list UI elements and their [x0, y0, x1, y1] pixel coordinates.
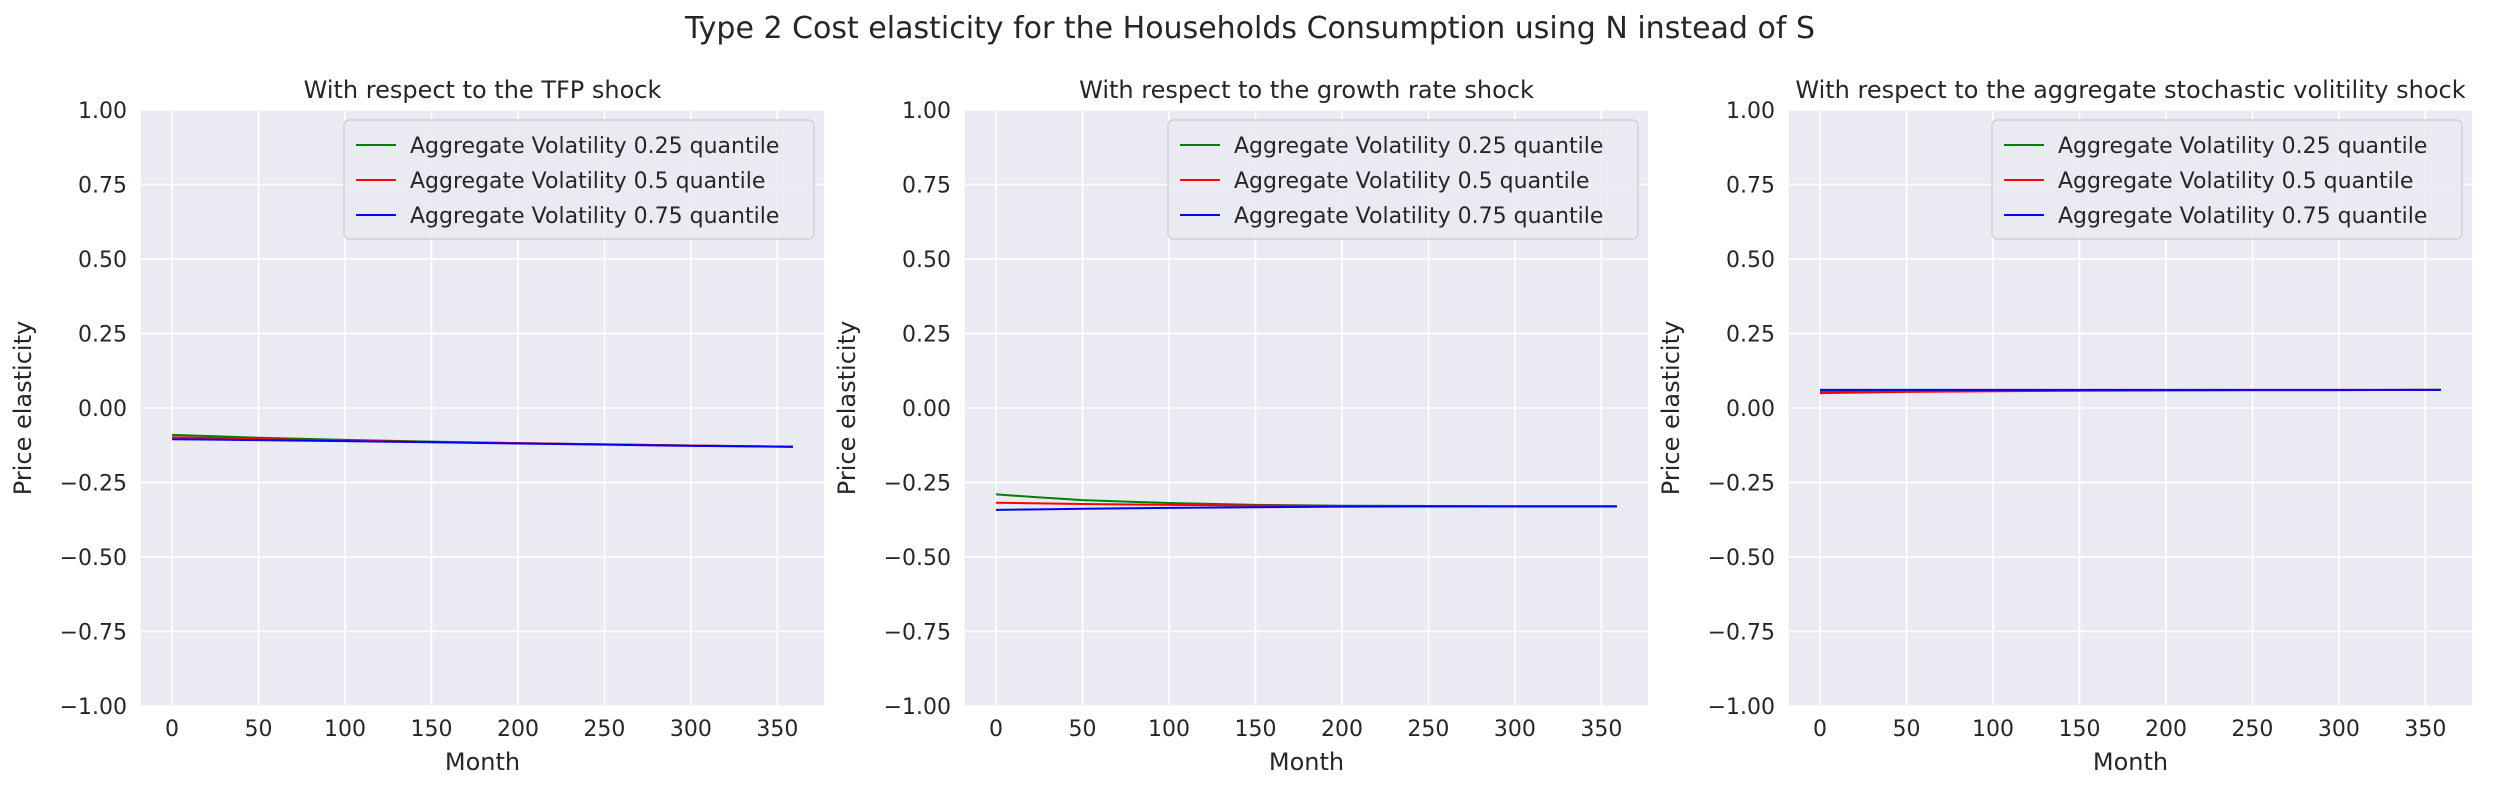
subplot-title: With respect to the TFP shock: [304, 76, 662, 104]
y-tick-label: 0.50: [1726, 248, 1775, 273]
x-tick-label: 350: [1580, 717, 1622, 742]
x-tick-label: 100: [1148, 717, 1190, 742]
figure-suptitle: Type 2 Cost elasticity for the Household…: [684, 11, 1815, 46]
legend-box: [343, 119, 815, 240]
y-tick-label: 1.00: [78, 99, 127, 124]
legend-label: Aggregate Volatility 0.25 quantile: [2058, 134, 2427, 159]
x-tick-label: 200: [1321, 717, 1363, 742]
x-tick-label: 50: [245, 717, 273, 742]
legend-label: Aggregate Volatility 0.5 quantile: [2058, 169, 2413, 194]
y-tick-label: 0.00: [1726, 397, 1775, 422]
y-tick-label: 1.00: [1726, 99, 1775, 124]
y-tick-label: 0.75: [902, 174, 951, 199]
subplot-2: 0 50 100 150 200 250 300 350 −1.00 −0.75 −0.50 −0.2…: [833, 76, 1648, 776]
subplot-3: 0 50 100 150 200 250 300 350 −1.00 −0.75 −0.50 −0.2…: [1657, 76, 2472, 776]
y-tick-label: −0.25: [884, 472, 951, 497]
subplot-1: 0 50 100 150 200 250 300 350 −1.00 −0.75 −0.50 −0.2…: [9, 76, 824, 776]
y-tick-label: −0.75: [884, 621, 951, 646]
y-axis-label: Price elasticity: [833, 321, 861, 495]
y-tick-label: −0.75: [1708, 621, 1775, 646]
legend-label: Aggregate Volatility 0.5 quantile: [410, 169, 765, 194]
legend: Aggregate Volatility 0.25 quantile Aggreg…: [343, 119, 815, 240]
x-tick-label: 300: [1494, 717, 1536, 742]
legend-box: [1991, 119, 2463, 240]
y-tick-label: −0.50: [60, 546, 127, 571]
y-tick-label: −0.50: [884, 546, 951, 571]
x-tick-label: 250: [2231, 717, 2273, 742]
y-tick-label: 1.00: [902, 99, 951, 124]
y-tick-label: −1.00: [884, 695, 951, 720]
series-line-3: [172, 438, 793, 448]
x-tick-label: 0: [989, 717, 1003, 742]
y-tick-label: 0.25: [78, 323, 127, 348]
x-axis-label: Month: [2093, 748, 2168, 776]
subplot-title: With respect to the growth rate shock: [1079, 76, 1534, 104]
x-tick-label: 150: [1234, 717, 1276, 742]
y-tick-label: 0.25: [902, 323, 951, 348]
y-tick-label: −1.00: [1708, 695, 1775, 720]
legend: Aggregate Volatility 0.25 quantile Aggreg…: [1991, 119, 2463, 240]
legend-label: Aggregate Volatility 0.25 quantile: [1234, 134, 1603, 159]
x-tick-label: 300: [2318, 717, 2360, 742]
x-tick-label: 150: [2058, 717, 2100, 742]
x-tick-label: 200: [497, 717, 539, 742]
x-tick-label: 300: [670, 717, 712, 742]
x-tick-label: 250: [583, 717, 625, 742]
y-tick-label: 0.25: [1726, 323, 1775, 348]
y-tick-label: 0.00: [78, 397, 127, 422]
y-tick-label: −0.25: [1708, 472, 1775, 497]
legend-label: Aggregate Volatility 0.75 quantile: [2058, 204, 2427, 229]
x-tick-label: 150: [410, 717, 452, 742]
legend-label: Aggregate Volatility 0.75 quantile: [1234, 204, 1603, 229]
x-tick-label: 200: [2145, 717, 2187, 742]
y-axis-label: Price elasticity: [1657, 321, 1685, 495]
legend-label: Aggregate Volatility 0.5 quantile: [1234, 169, 1589, 194]
legend-label: Aggregate Volatility 0.25 quantile: [410, 134, 779, 159]
y-tick-label: 0.75: [78, 174, 127, 199]
y-axis-label: Price elasticity: [9, 321, 37, 495]
legend: Aggregate Volatility 0.25 quantile Aggreg…: [1167, 119, 1639, 240]
y-tick-label: 0.00: [902, 397, 951, 422]
y-tick-label: −0.25: [60, 472, 127, 497]
x-tick-label: 50: [1893, 717, 1921, 742]
subplots: 0 50 100 150 200 250 300 350 −1.00 −0.75 −0.50 −0.2…: [9, 76, 2472, 776]
x-tick-label: 350: [756, 717, 798, 742]
legend-label: Aggregate Volatility 0.75 quantile: [410, 204, 779, 229]
x-tick-label: 350: [2404, 717, 2446, 742]
y-tick-label: 0.50: [78, 248, 127, 273]
x-tick-label: 100: [1972, 717, 2014, 742]
x-axis-label: Month: [1269, 748, 1344, 776]
x-tick-label: 0: [165, 717, 179, 742]
x-tick-label: 100: [324, 717, 366, 742]
x-tick-label: 0: [1813, 717, 1827, 742]
y-tick-label: −0.50: [1708, 546, 1775, 571]
y-tick-label: 0.75: [1726, 174, 1775, 199]
x-tick-label: 250: [1407, 717, 1449, 742]
y-tick-label: −1.00: [60, 695, 127, 720]
series-line-3: [996, 505, 1617, 511]
subplot-title: With respect to the aggregate stochastic…: [1795, 76, 2465, 104]
y-tick-label: 0.50: [902, 248, 951, 273]
legend-box: [1167, 119, 1639, 240]
x-tick-label: 50: [1069, 717, 1097, 742]
y-tick-label: −0.75: [60, 621, 127, 646]
x-axis-label: Month: [445, 748, 520, 776]
